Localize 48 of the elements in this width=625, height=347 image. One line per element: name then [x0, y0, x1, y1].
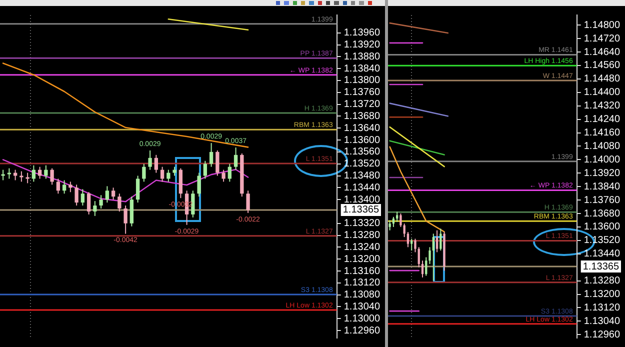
y-tick-label: 1.13040 — [584, 316, 620, 327]
y-tick-label: 1.13680 — [584, 208, 620, 220]
y-tick-label: 1.13840 — [584, 181, 620, 192]
y-tick-label: 1.14720 — [584, 33, 620, 44]
y-tick-label: 1.13240 — [344, 242, 380, 253]
y-tick-label: 1.13960 — [344, 28, 380, 39]
y-tick-label: 1.12960 — [584, 329, 620, 340]
y-tick-label: 1.14480 — [584, 74, 620, 85]
y-tick-label: 1.13120 — [584, 302, 620, 314]
y-tick-label: 1.13440 — [344, 182, 380, 194]
y-tick-label: 1.13480 — [344, 170, 380, 182]
y-tick-label: 1.13040 — [344, 301, 380, 312]
y-tick-label: 1.13600 — [584, 222, 620, 233]
y-tick-label: 1.14400 — [584, 87, 620, 98]
y-tick-label: 1.14800 — [584, 20, 620, 31]
y-tick-label: 1.13160 — [344, 266, 380, 277]
y-tick-label: 1.13920 — [344, 40, 380, 51]
y-tick-label: 1.14160 — [584, 128, 620, 139]
y-tick-label: 1.13120 — [344, 278, 380, 289]
y-tick-label: 1.13760 — [584, 194, 620, 206]
y-tick-label: 1.12960 — [344, 325, 380, 336]
y-tick-label: 1.13880 — [344, 51, 380, 62]
y-tick-label: 1.14240 — [584, 114, 620, 126]
ref-line-label: 1.13365 — [582, 261, 620, 272]
y-tick-label: 1.13840 — [344, 63, 380, 74]
y-tick-label: 1.13280 — [344, 230, 380, 242]
y-tick-label: 1.13800 — [344, 75, 380, 86]
y-tick-label: 1.13760 — [344, 87, 380, 98]
y-tick-label: 1.13000 — [344, 313, 380, 324]
y-tick-label: 1.13680 — [344, 110, 380, 122]
y-tick-label: 1.14000 — [584, 154, 620, 166]
y-tick-label: 1.13280 — [584, 276, 620, 287]
y-tick-label: 1.13640 — [344, 122, 380, 134]
y-tick-label: 1.13200 — [344, 254, 380, 265]
y-tick-label: 1.14640 — [584, 46, 620, 58]
y-tick-label: 1.13560 — [344, 146, 380, 158]
y-tick-label: 1.13600 — [344, 134, 380, 146]
y-tick-label: 1.13400 — [344, 194, 380, 206]
y-tick-label: 1.13320 — [344, 218, 380, 230]
y-tick-label: 1.14560 — [584, 60, 620, 72]
y-tick-label: 1.13200 — [584, 289, 620, 300]
y-tick-label: 1.13440 — [584, 248, 620, 260]
y-tick-label: 1.14320 — [584, 100, 620, 112]
y-tick-label: 1.13080 — [344, 290, 380, 301]
y-tick-label: 1.13920 — [584, 168, 620, 179]
y-tick-label: 1.13720 — [344, 99, 380, 110]
ref-line-label: 1.13365 — [342, 204, 380, 216]
y-tick-label: 1.14080 — [584, 140, 620, 152]
